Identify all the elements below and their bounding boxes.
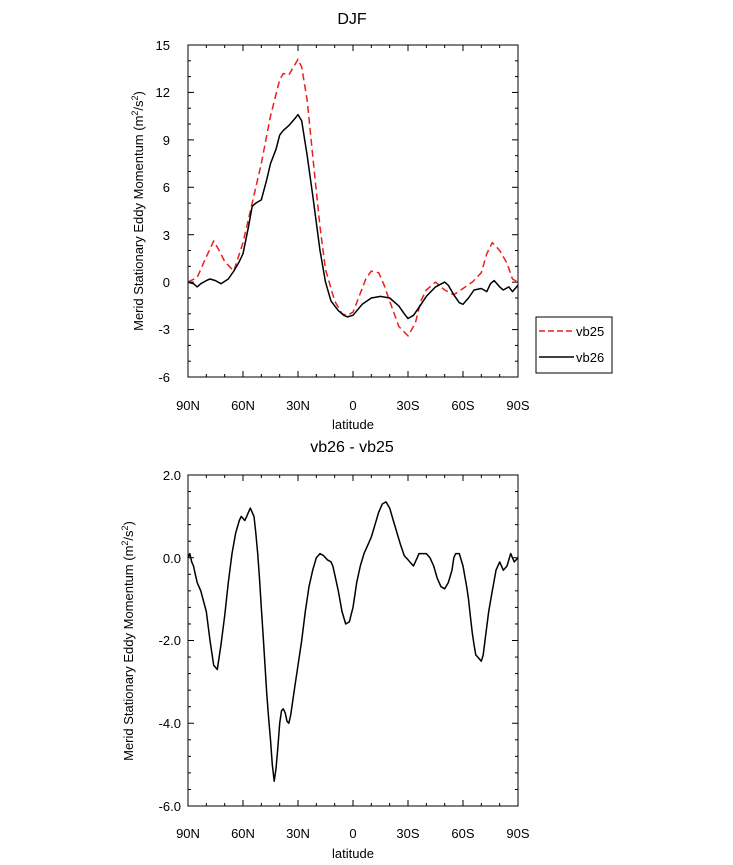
bottom-x-tick-label: 60S <box>451 826 474 841</box>
top-y-tick-label: 6 <box>163 180 170 195</box>
bottom-x-tick-label: 30S <box>396 826 419 841</box>
top-y-tick-label: 12 <box>156 85 170 100</box>
legend-box <box>535 316 613 374</box>
legend-label-vb25: vb25 <box>576 324 604 339</box>
top-y-tick-labels: 15 12 9 6 3 0 -3 -6 <box>156 38 170 385</box>
top-y-tick-label: 0 <box>163 275 170 290</box>
bottom-x-tick-label: 30N <box>286 826 310 841</box>
series-line-vb26-vb25 <box>187 501 519 782</box>
top-y-tick-label: -3 <box>158 322 170 337</box>
bottom-x-tick-label: 90N <box>176 826 200 841</box>
top-tick-marks <box>187 44 519 378</box>
bottom-x-tick-label: 0 <box>349 826 356 841</box>
bottom-y-tick-label: 2.0 <box>163 468 181 483</box>
series-line-vb26 <box>187 113 519 320</box>
top-x-tick-labels: 90N 60N 30N 0 30S 60S 90S <box>176 398 530 413</box>
bottom-series-group <box>187 501 519 782</box>
top-x-tick-label: 90S <box>506 398 529 413</box>
top-chart: DJF 15 12 9 6 3 0 -3 -6 90N 60N 30N 0 30… <box>130 11 613 432</box>
top-y-axis-title: Merid Stationary Eddy Momentum (m2/s2) <box>130 91 146 331</box>
bottom-y-tick-labels: 2.0 0.0 -2.0 -4.0 -6.0 <box>159 468 181 814</box>
top-series-group <box>187 58 519 337</box>
legend-label-vb26: vb26 <box>576 350 604 365</box>
top-chart-title: DJF <box>337 11 367 28</box>
top-y-tick-label: 15 <box>156 38 170 53</box>
top-plot-frame <box>187 44 519 378</box>
bottom-y-tick-label: -2.0 <box>159 633 181 648</box>
top-x-axis-title: latitude <box>332 417 374 432</box>
bottom-chart: vb26 - vb25 2.0 0.0 -2.0 -4.0 -6.0 90N 6… <box>120 439 530 861</box>
top-x-tick-label: 60N <box>231 398 255 413</box>
bottom-x-tick-labels: 90N 60N 30N 0 30S 60S 90S <box>176 826 530 841</box>
top-legend: vb25 vb26 <box>535 316 613 374</box>
top-x-tick-label: 30S <box>396 398 419 413</box>
bottom-y-tick-label: -6.0 <box>159 799 181 814</box>
series-line-vb25 <box>187 58 519 337</box>
bottom-tick-marks <box>187 474 519 807</box>
top-x-tick-label: 60S <box>451 398 474 413</box>
top-y-tick-label: 3 <box>163 228 170 243</box>
bottom-y-axis-title: Merid Stationary Eddy Momentum (m2/s2) <box>120 521 136 761</box>
bottom-x-axis-title: latitude <box>332 846 374 861</box>
top-x-tick-label: 30N <box>286 398 310 413</box>
top-y-tick-label: 9 <box>163 133 170 148</box>
bottom-x-tick-label: 90S <box>506 826 529 841</box>
top-x-tick-label: 90N <box>176 398 200 413</box>
bottom-y-tick-label: 0.0 <box>163 551 181 566</box>
top-y-tick-label: -6 <box>158 370 170 385</box>
bottom-chart-title: vb26 - vb25 <box>310 439 394 456</box>
top-x-tick-label: 0 <box>349 398 356 413</box>
bottom-y-tick-label: -4.0 <box>159 716 181 731</box>
bottom-x-tick-label: 60N <box>231 826 255 841</box>
